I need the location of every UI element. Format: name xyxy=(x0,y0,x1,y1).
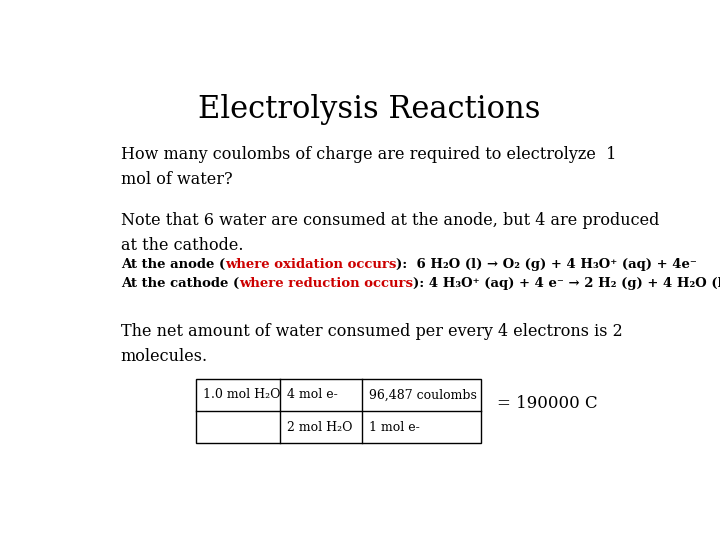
Text: 1 mol e-: 1 mol e- xyxy=(369,421,420,434)
Text: ):  6 H₂O (l) → O₂ (g) + 4 H₃O⁺ (aq) + 4e⁻: ): 6 H₂O (l) → O₂ (g) + 4 H₃O⁺ (aq) + 4e… xyxy=(396,258,697,271)
Text: 4 mol e-: 4 mol e- xyxy=(287,388,338,401)
Text: Electrolysis Reactions: Electrolysis Reactions xyxy=(198,94,540,125)
Text: at the cathode.: at the cathode. xyxy=(121,238,243,254)
Text: ): 4 H₃O⁺ (aq) + 4 e⁻ → 2 H₂ (g) + 4 H₂O (l): ): 4 H₃O⁺ (aq) + 4 e⁻ → 2 H₂ (g) + 4 H₂O… xyxy=(413,277,720,290)
Text: = 190000 C: = 190000 C xyxy=(498,395,598,412)
Text: 96,487 coulombs: 96,487 coulombs xyxy=(369,388,477,401)
Text: molecules.: molecules. xyxy=(121,348,208,364)
Text: where oxidation occurs: where oxidation occurs xyxy=(225,258,396,271)
Text: 1.0 mol H₂O: 1.0 mol H₂O xyxy=(203,388,280,401)
Text: How many coulombs of charge are required to electrolyze  1: How many coulombs of charge are required… xyxy=(121,146,616,163)
Text: Note that 6 water are consumed at the anode, but 4 are produced: Note that 6 water are consumed at the an… xyxy=(121,212,659,230)
Text: At the cathode (: At the cathode ( xyxy=(121,277,239,290)
Bar xyxy=(196,379,481,443)
Text: mol of water?: mol of water? xyxy=(121,171,233,188)
Text: At the anode (: At the anode ( xyxy=(121,258,225,271)
Text: where reduction occurs: where reduction occurs xyxy=(239,277,413,290)
Text: The net amount of water consumed per every 4 electrons is 2: The net amount of water consumed per eve… xyxy=(121,322,623,340)
Text: 2 mol H₂O: 2 mol H₂O xyxy=(287,421,352,434)
